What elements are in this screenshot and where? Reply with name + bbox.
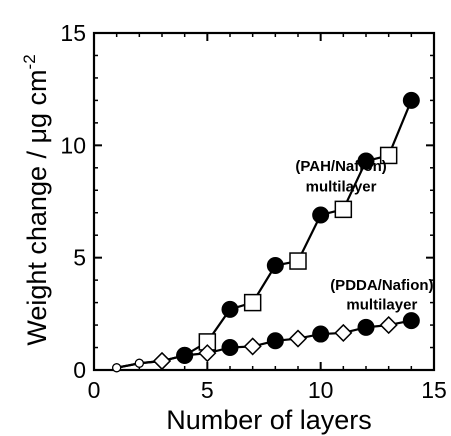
data-point-series-2 (266, 332, 284, 350)
data-point-series-1 (312, 206, 330, 224)
y-tick-label: 5 (73, 245, 86, 271)
data-point-series-1 (266, 257, 284, 275)
data-point-series-2 (243, 337, 262, 356)
data-point-series-2 (221, 339, 239, 357)
annotation-layer: (PAH/Nafion) multilayer (PDDA/Nafion) multi… (295, 158, 433, 313)
x-tick-label: 0 (88, 377, 101, 403)
y-axis-ticks: 0 5 10 15 (60, 20, 434, 383)
data-point-series-2 (288, 329, 308, 348)
y-axis-title: Weight change / μg cm-2 (20, 54, 52, 345)
x-tick-label: 5 (201, 377, 214, 403)
x-tick-label: 15 (421, 377, 447, 403)
y-tick-label: 0 (73, 357, 86, 383)
series-markers (112, 91, 420, 373)
y-tick-label: 15 (60, 20, 86, 46)
y-tick-label: 10 (60, 132, 86, 158)
series-layer (112, 91, 420, 373)
annotation-label: (PAH/Nafion) (295, 158, 386, 175)
y-axis-title-exponent: -2 (20, 54, 39, 69)
x-axis-ticks: 0 5 10 15 (88, 33, 447, 403)
data-point-series-2 (312, 325, 330, 343)
plot-border (92, 31, 436, 372)
x-tick-label: 10 (308, 377, 334, 403)
x-axis-title: Number of layers (166, 405, 372, 435)
data-point-series-2 (198, 344, 217, 363)
data-point-series-1 (221, 300, 239, 318)
data-point-series-1 (379, 146, 398, 165)
annotation-label: (PDDA/Nafion) (330, 277, 433, 294)
data-point-series-2 (402, 312, 420, 330)
annotation-label: multilayer (306, 178, 377, 195)
plot-frame (92, 31, 436, 372)
y-axis-title-main: Weight change / μg cm (22, 69, 52, 345)
data-point-series-1 (243, 293, 262, 312)
annotation-label: multilayer (346, 296, 417, 313)
data-point-series-2 (334, 323, 353, 342)
data-point-series-2 (134, 358, 144, 368)
data-point-series-2 (152, 351, 172, 371)
data-point-series-2 (176, 346, 194, 364)
data-point-series-1 (334, 200, 353, 219)
data-point-series-2 (112, 363, 122, 373)
data-point-series-1 (402, 91, 420, 109)
data-point-series-2 (357, 318, 375, 336)
data-point-series-1 (357, 152, 375, 170)
data-point-series-2 (379, 316, 398, 335)
data-point-series-1 (289, 252, 307, 270)
